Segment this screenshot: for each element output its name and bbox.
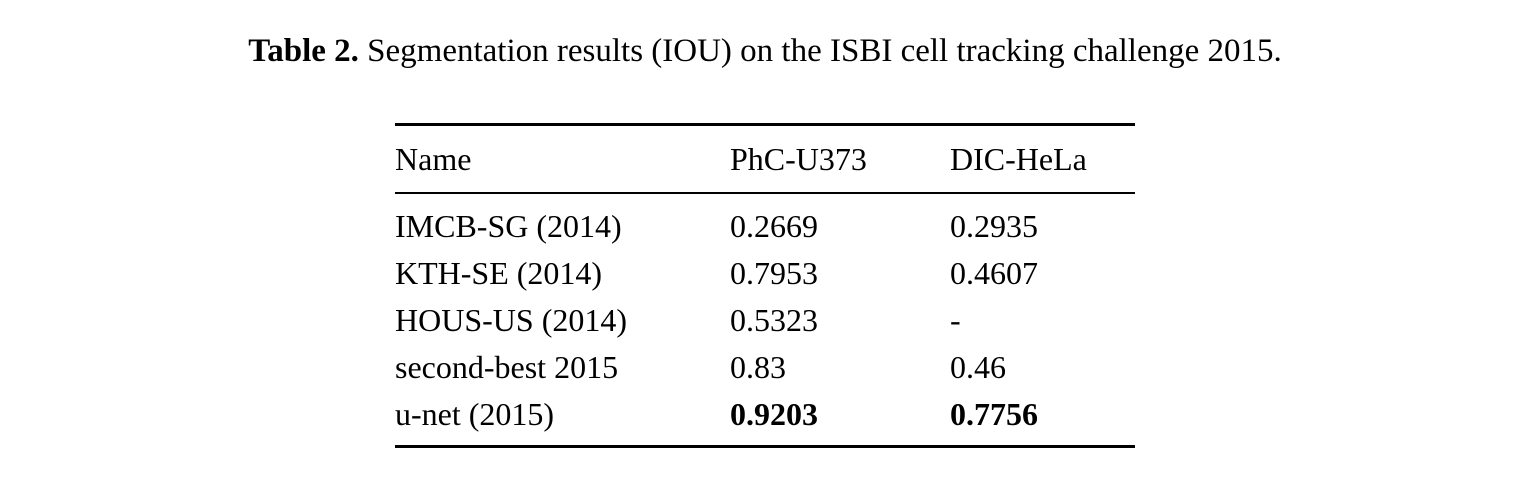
column-header-dic-hela: DIC-HeLa	[950, 124, 1135, 194]
cell-value: 0.5323	[730, 302, 818, 338]
header-row: Name PhC-U373 DIC-HeLa	[395, 124, 1135, 194]
cell-name: u-net (2015)	[395, 396, 555, 432]
cell-value: -	[950, 302, 961, 338]
table-row: IMCB-SG (2014) 0.2669 0.2935	[395, 193, 1135, 250]
results-table-body: IMCB-SG (2014) 0.2669 0.2935 KTH-SE (2014) 0…	[395, 193, 1135, 447]
table-row: second-best 2015 0.83 0.46	[395, 344, 1135, 391]
cell-value: 0.4607	[950, 255, 1038, 291]
cell-value: 0.2935	[950, 208, 1038, 244]
cell-name: HOUS-US (2014)	[395, 302, 627, 338]
results-table-header: Name PhC-U373 DIC-HeLa	[395, 124, 1135, 194]
table-caption: Table 2. Segmentation results (IOU) on t…	[0, 0, 1530, 74]
cell-name: KTH-SE (2014)	[395, 255, 603, 291]
column-header-phc-u373: PhC-U373	[730, 124, 950, 194]
results-table: Name PhC-U373 DIC-HeLa IMCB-SG (2014) 0.2…	[395, 123, 1135, 448]
cell-value: 0.2669	[730, 208, 818, 244]
cell-name: IMCB-SG (2014)	[395, 208, 622, 244]
cell-name: second-best 2015	[395, 349, 619, 385]
column-header-name: Name	[395, 124, 730, 194]
cell-value: 0.9203	[730, 396, 818, 432]
cell-value: 0.46	[950, 349, 1006, 385]
cell-value: 0.7953	[730, 255, 818, 291]
table-caption-label: Table 2.	[248, 33, 359, 69]
cell-value: 0.83	[730, 349, 786, 385]
table-row: HOUS-US (2014) 0.5323 -	[395, 297, 1135, 344]
cell-value: 0.7756	[950, 396, 1038, 432]
table-row: KTH-SE (2014) 0.7953 0.4607	[395, 250, 1135, 297]
table-row: u-net (2015) 0.9203 0.7756	[395, 391, 1135, 447]
table-caption-text: Segmentation results (IOU) on the ISBI c…	[358, 33, 1282, 69]
